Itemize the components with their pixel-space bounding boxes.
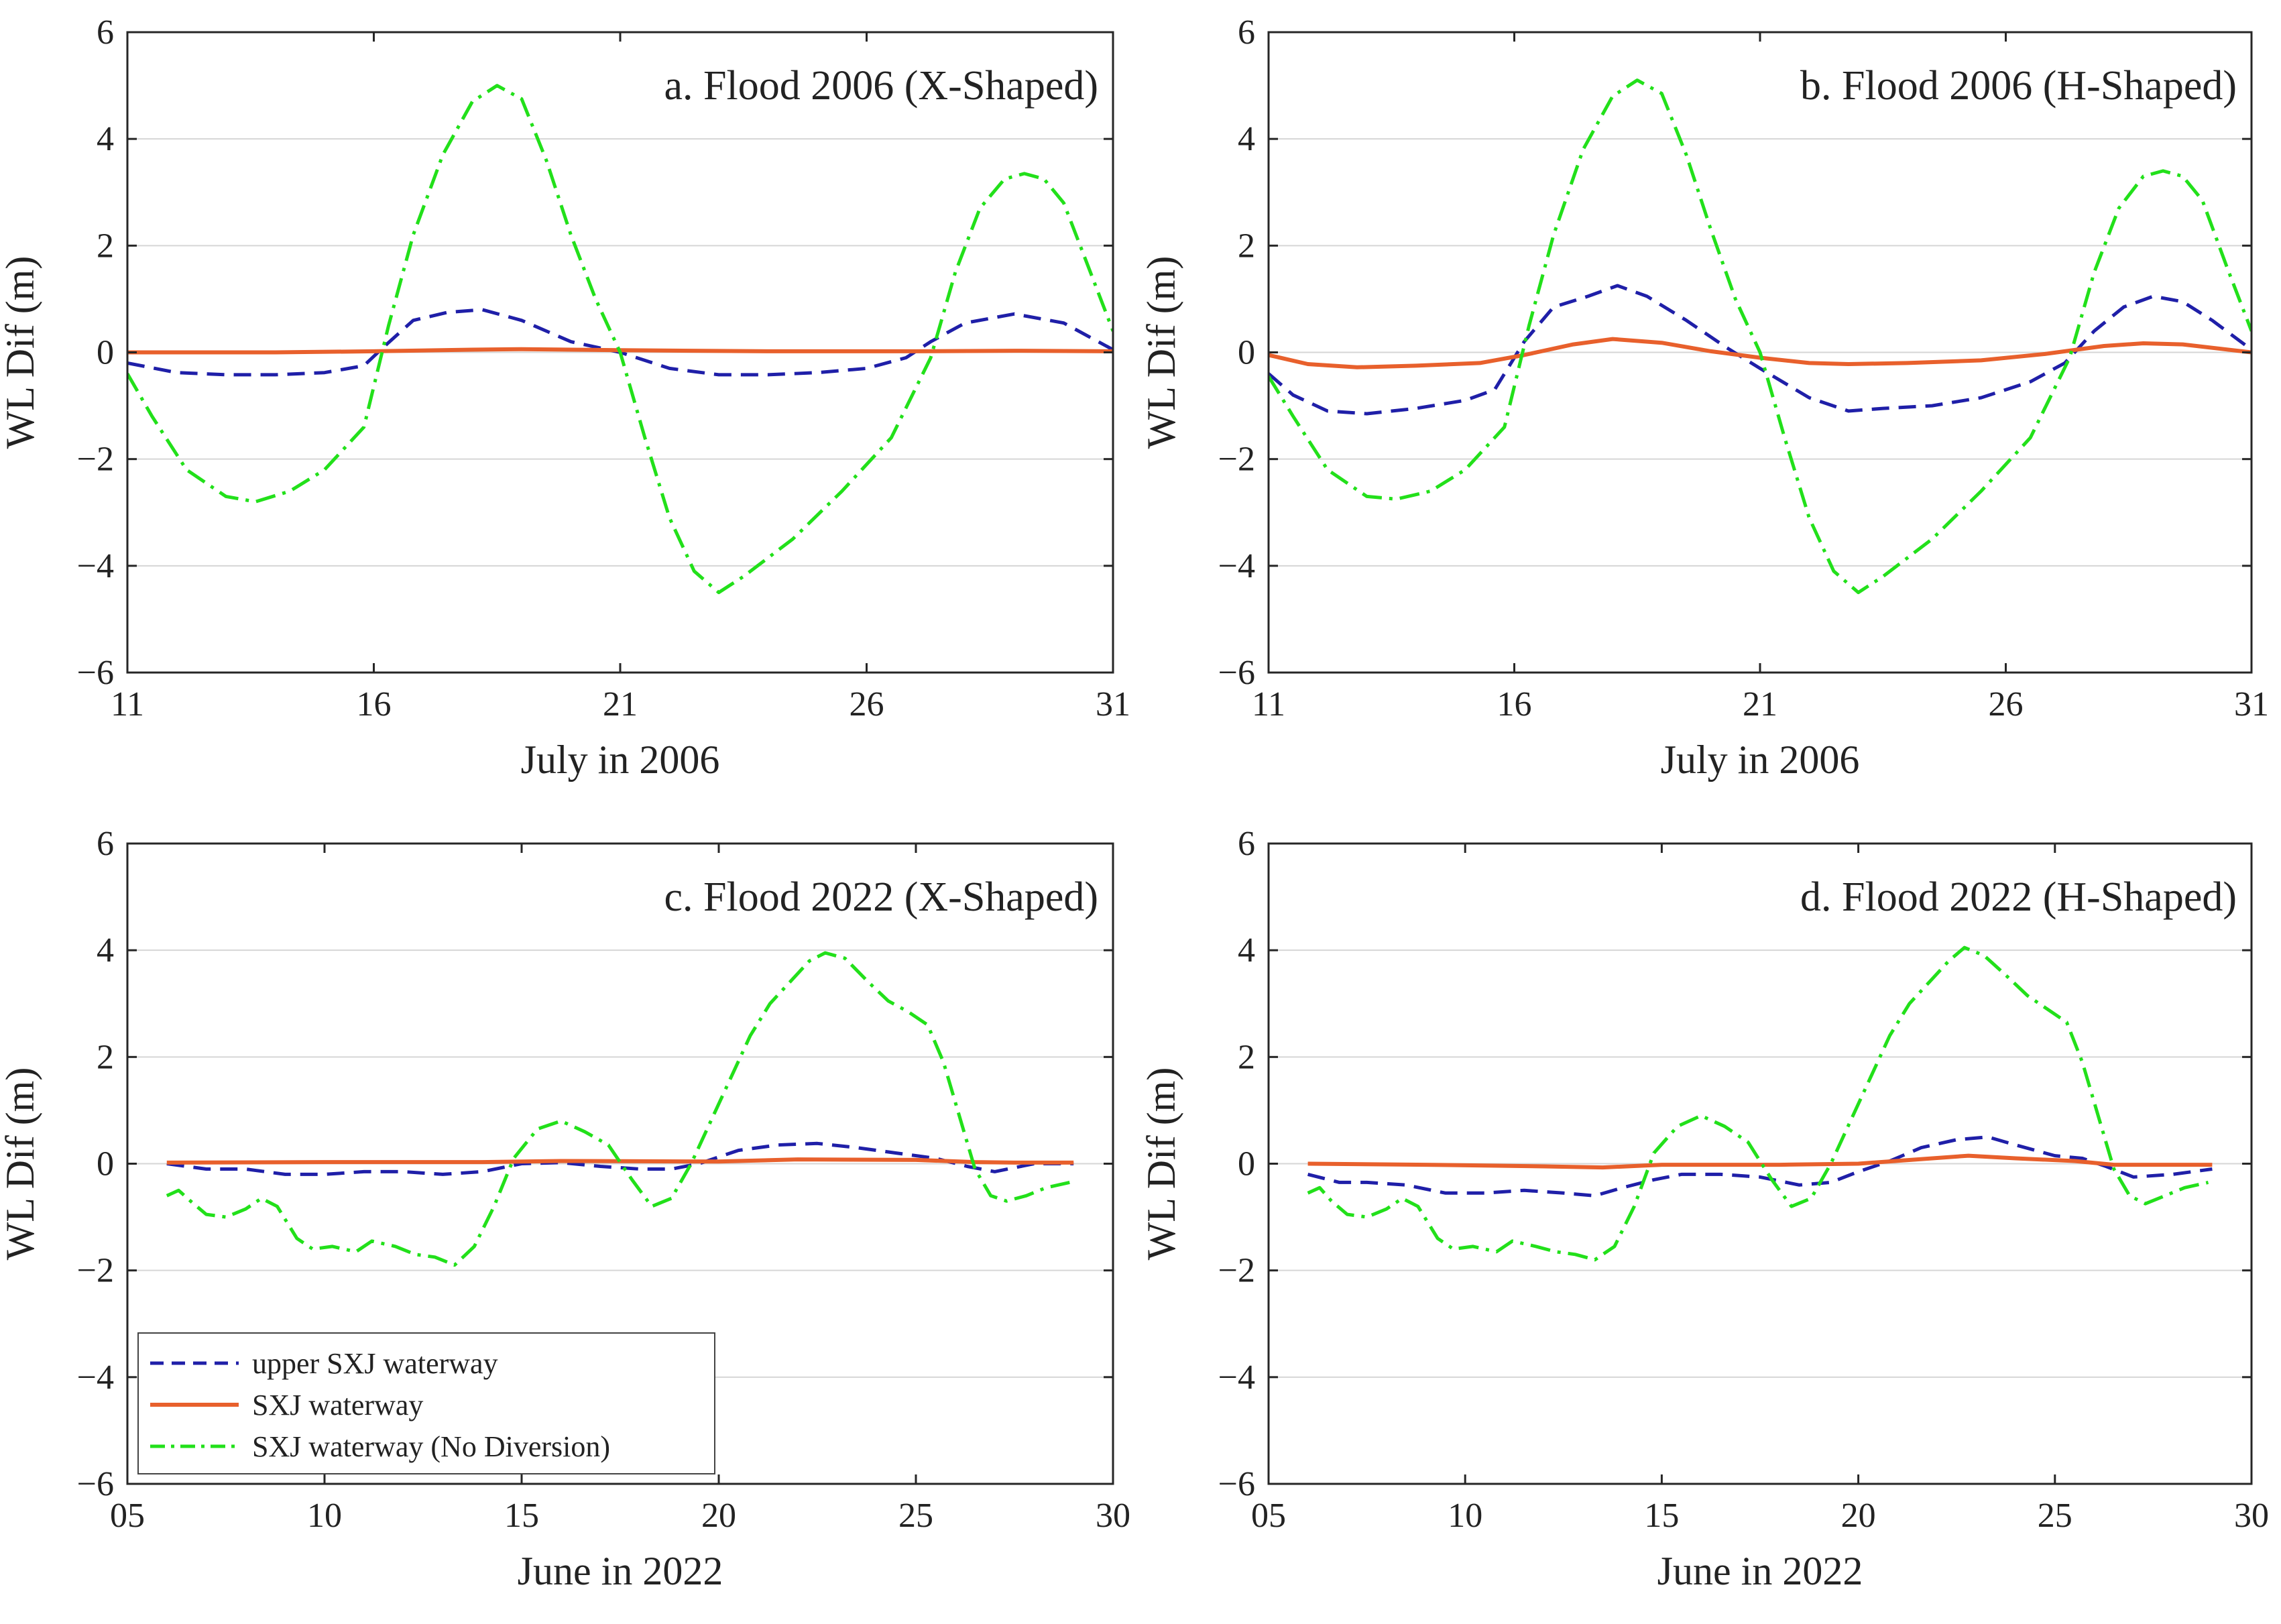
y-tick-label: −6 <box>77 654 114 692</box>
chart-panel-c: 05 10 15 20 25 30 −6 −4 −2 0 2 4 6 June in 2022 WL Dif… <box>0 825 1130 1593</box>
y-tick-label: −6 <box>1218 1465 1255 1503</box>
x-tick-label: 21 <box>603 685 638 723</box>
y-tick-label: 0 <box>97 334 114 372</box>
y-tick-label: 2 <box>97 1038 114 1076</box>
y-tick-label: 6 <box>97 825 114 863</box>
y-tick-label: −4 <box>77 547 114 585</box>
series-line-sxj-waterway <box>1307 1153 2213 1170</box>
y-tick-label: −2 <box>1218 1252 1255 1290</box>
y-tick-label: −4 <box>77 1358 114 1397</box>
x-tick-label: 30 <box>2234 1497 2269 1535</box>
y-tick-label: 4 <box>1238 120 1255 158</box>
series-line-sxj-waterway-no-diversion <box>1269 78 2251 595</box>
series-line-sxj-waterway-no-diversion <box>166 951 1070 1267</box>
x-axis-label: July in 2006 <box>521 738 720 782</box>
y-tick-label: −2 <box>77 441 114 479</box>
chart-panel-b: 11 16 21 26 31 −6 −4 −2 0 2 4 6 July in 2006 WL Dif (… <box>1139 13 2269 782</box>
y-tick-label: −2 <box>77 1252 114 1290</box>
chart-title: d. Flood 2022 (H-Shaped) <box>1800 874 2237 920</box>
legend-item: SXJ waterway <box>150 1389 423 1422</box>
chart-title: a. Flood 2006 (X-Shaped) <box>664 63 1098 109</box>
x-tick-label: 10 <box>307 1497 342 1535</box>
y-tick-label: 0 <box>1238 1145 1255 1183</box>
x-axis-label: July in 2006 <box>1661 738 1860 782</box>
legend-label: SXJ waterway (No Diversion) <box>252 1430 610 1463</box>
y-tick-label: −6 <box>77 1465 114 1503</box>
y-axis-label: WL Dif (m) <box>0 256 42 449</box>
series-group <box>1269 78 2251 595</box>
series-group <box>127 84 1113 595</box>
y-axis-label: WL Dif (m) <box>1139 1067 1183 1261</box>
x-tick-label: 16 <box>357 685 392 723</box>
series-group <box>166 951 1074 1267</box>
x-tick-label: 20 <box>701 1497 736 1535</box>
y-tick-label: 4 <box>1238 931 1255 970</box>
y-tick-label: −4 <box>1218 1358 1255 1397</box>
x-tick-label: 11 <box>111 685 144 723</box>
x-tick-label: 26 <box>1989 685 2024 723</box>
chart-title: c. Flood 2022 (X-Shaped) <box>664 874 1098 920</box>
y-tick-label: −2 <box>1218 441 1255 479</box>
legend: upper SXJ waterway SXJ waterway SXJ waterw… <box>137 1332 715 1474</box>
x-tick-label: 05 <box>1251 1497 1286 1535</box>
y-tick-label: 0 <box>97 1145 114 1183</box>
x-tick-label: 11 <box>1252 685 1285 723</box>
series-group <box>1307 945 2213 1262</box>
legend-label: SXJ waterway <box>252 1389 423 1422</box>
legend-label: upper SXJ waterway <box>252 1347 498 1380</box>
series-line-sxj-waterway <box>1269 337 2251 369</box>
chart-title: b. Flood 2006 (H-Shaped) <box>1800 63 2237 109</box>
series-line-sxj-waterway-no-diversion <box>127 84 1113 595</box>
series-line-upper-sxj-waterway <box>127 308 1113 377</box>
x-tick-label: 20 <box>1841 1497 1876 1535</box>
x-tick-label: 31 <box>2234 685 2269 723</box>
y-tick-label: 2 <box>1238 1038 1255 1076</box>
chart-panel-d: 05 10 15 20 25 30 −6 −4 −2 0 2 4 6 June in 2022 WL Dif… <box>1139 825 2269 1593</box>
series-line-sxj-waterway <box>127 347 1113 355</box>
x-tick-label: 31 <box>1096 685 1130 723</box>
y-tick-label: −6 <box>1218 654 1255 692</box>
chart-panel-a: 11 16 21 26 31 −6 −4 −2 0 2 4 6 July in 2006 WL Dif (… <box>0 13 1130 782</box>
series-line-sxj-waterway <box>166 1157 1074 1165</box>
x-axis-label: June in 2022 <box>1657 1549 1863 1593</box>
x-tick-label: 05 <box>110 1497 145 1535</box>
y-tick-label: 6 <box>1238 13 1255 52</box>
y-tick-label: 6 <box>1238 825 1255 863</box>
y-tick-label: 4 <box>97 931 114 970</box>
y-axis-label: WL Dif (m) <box>0 1067 42 1261</box>
y-tick-label: 6 <box>97 13 114 52</box>
x-tick-label: 25 <box>898 1497 933 1535</box>
x-tick-label: 15 <box>504 1497 539 1535</box>
y-axis-label: WL Dif (m) <box>1139 256 1183 449</box>
x-tick-label: 15 <box>1644 1497 1679 1535</box>
y-tick-label: 2 <box>1238 227 1255 265</box>
legend-item: upper SXJ waterway <box>150 1347 498 1380</box>
y-tick-label: −4 <box>1218 547 1255 585</box>
y-tick-label: 0 <box>1238 334 1255 372</box>
series-line-sxj-waterway-no-diversion <box>1307 945 2209 1262</box>
y-tick-label: 2 <box>97 227 114 265</box>
legend-item: SXJ waterway (No Diversion) <box>150 1430 610 1463</box>
x-tick-label: 16 <box>1497 685 1532 723</box>
y-tick-label: 4 <box>97 120 114 158</box>
x-tick-label: 21 <box>1743 685 1777 723</box>
x-axis-label: June in 2022 <box>518 1549 723 1593</box>
x-tick-label: 10 <box>1448 1497 1482 1535</box>
x-tick-label: 30 <box>1096 1497 1130 1535</box>
x-tick-label: 25 <box>2038 1497 2072 1535</box>
x-tick-label: 26 <box>850 685 884 723</box>
